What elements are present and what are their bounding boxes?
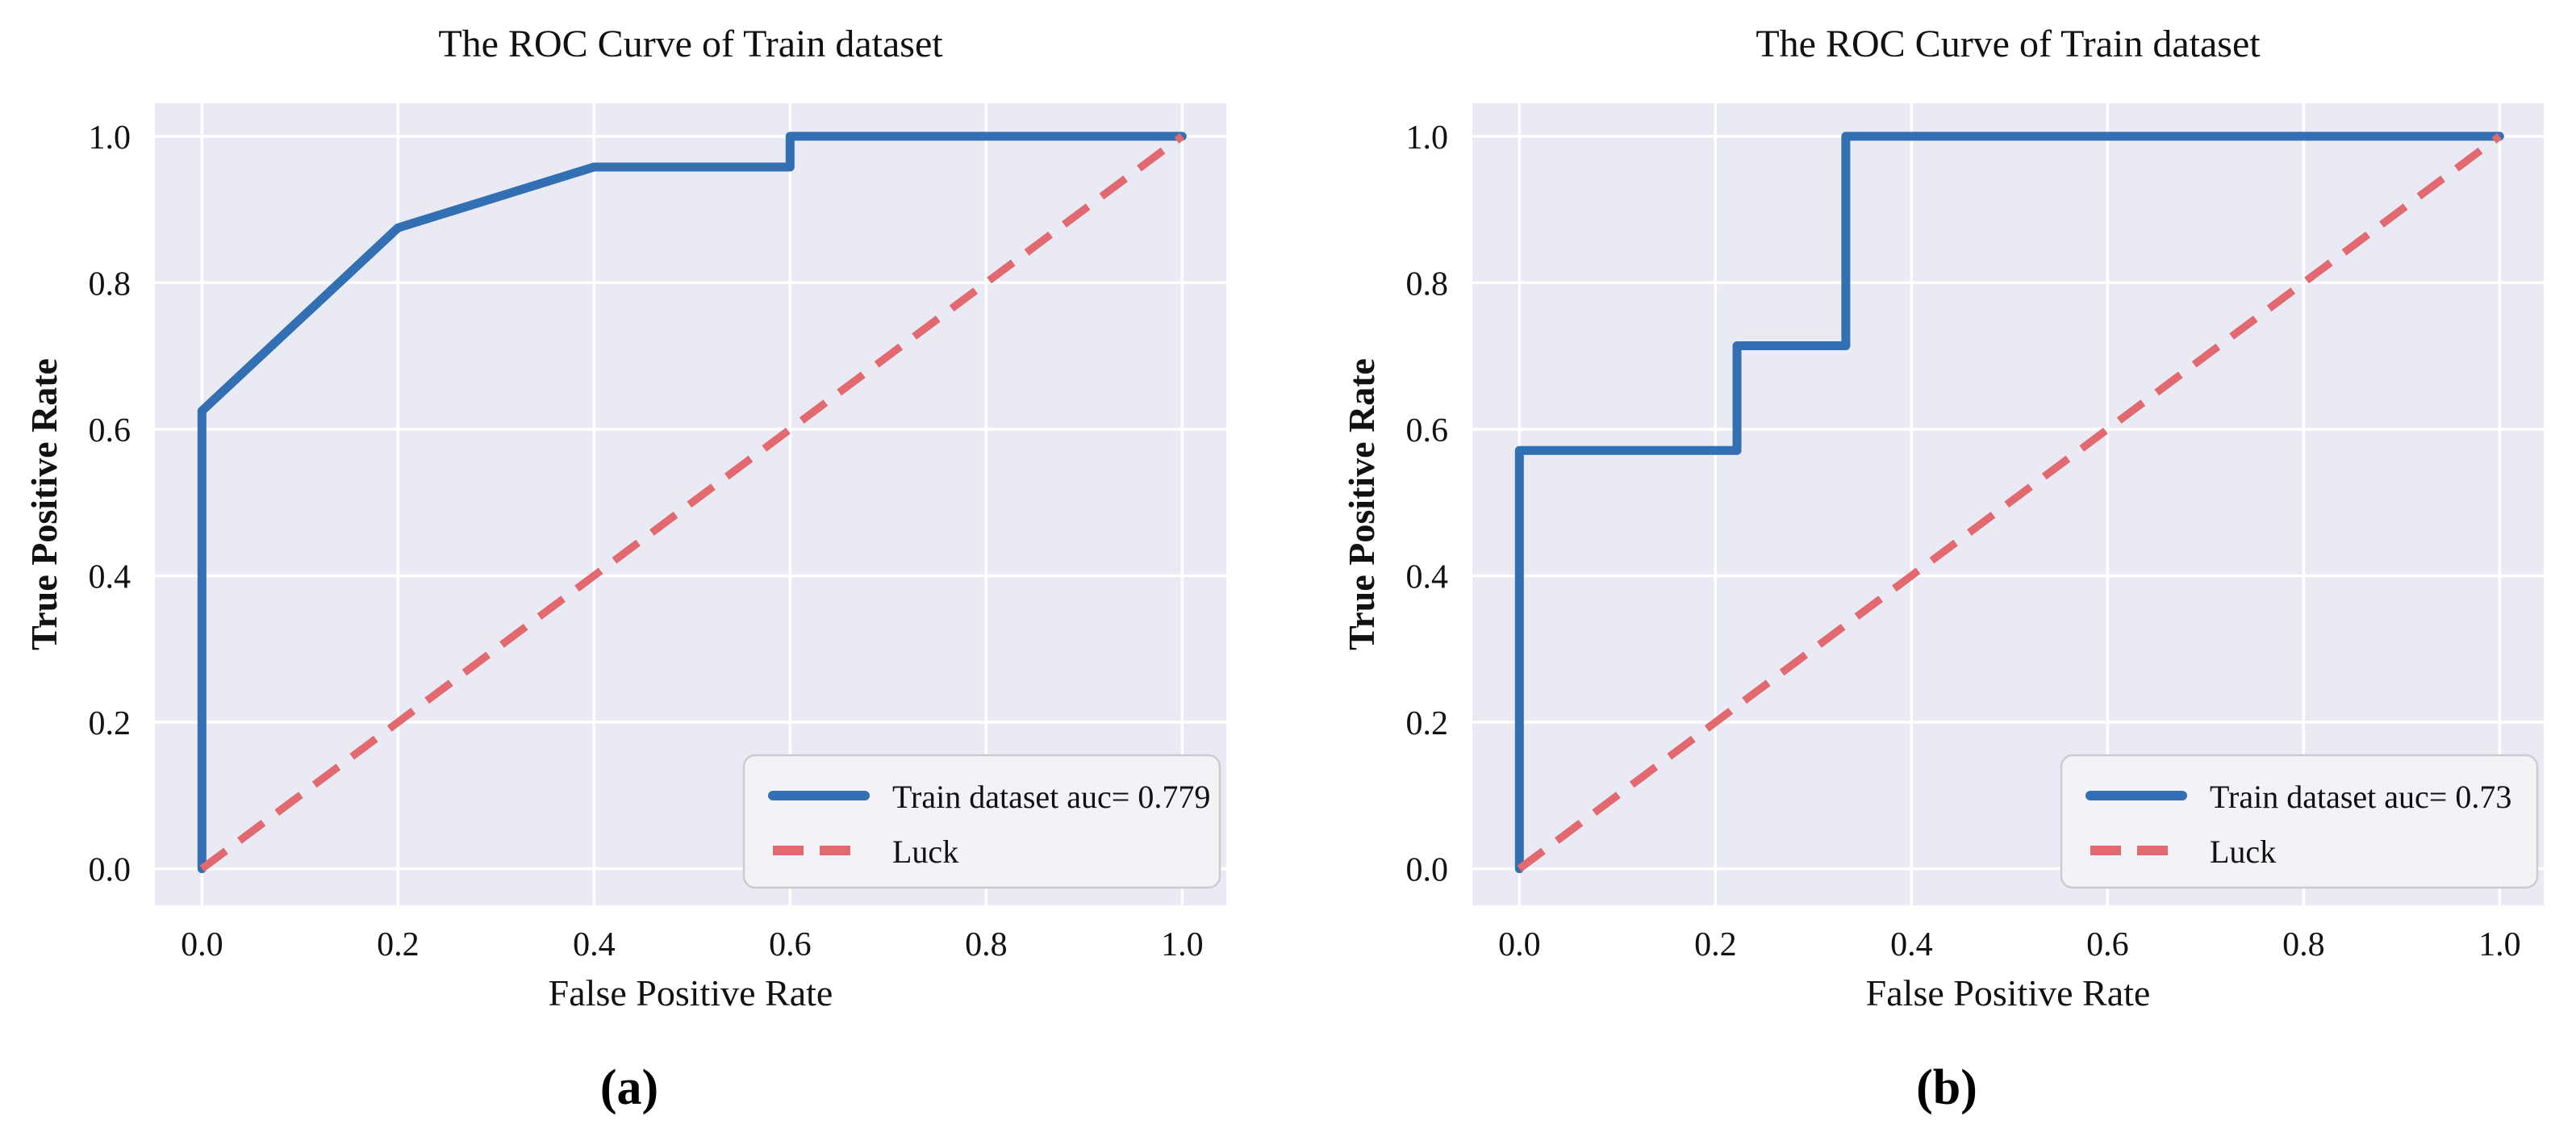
x-tick-label: 0.6 [2086,926,2129,963]
y-tick-label: 1.0 [1406,119,1449,157]
y-tick-label: 1.0 [89,119,132,157]
x-tick-label: 0.6 [769,926,812,963]
roc-curve [197,132,1187,874]
x-tick-label: 0.8 [965,926,1008,963]
y-tick-label: 0.8 [1406,265,1449,303]
x-axis-label: False Positive Rate [549,972,833,1013]
y-tick-label: 0.0 [89,852,132,889]
legend-box [742,754,1221,889]
x-tick-label: 0.0 [1498,926,1541,963]
panel-b: The ROC Curve of Train dataset 0.0 0.2 0.4 0… [1317,10,2576,1120]
y-tick-label: 0.2 [1406,705,1449,742]
panel-a: The ROC Curve of Train dataset 0.0 0.2 0.4 0… [0,10,1259,1120]
x-tick-label: 0.2 [1694,926,1737,963]
legend-label: Luck [2210,834,2276,870]
y-axis-label: True Positive Rate [1341,358,1382,650]
legend-label: Train dataset auc= 0.779 [892,779,1210,815]
luck-line [199,133,1185,872]
roc-figure: The ROC Curve of Train dataset 0.0 0.2 0.4 0… [0,10,2576,1120]
x-tick-label: 0.8 [2282,926,2325,963]
y-tick-label: 0.0 [1406,852,1449,889]
x-tick-label: 0.0 [181,926,223,963]
y-tick-label: 0.4 [89,559,132,596]
caption-a: (a) [599,1060,659,1115]
x-axis-label: False Positive Rate [1866,972,2151,1013]
y-axis-label: True Positive Rate [23,358,65,650]
x-tick-label: 0.4 [573,926,616,963]
roc-chart-b: The ROC Curve of Train dataset 0.0 0.2 0.4 0… [1341,23,2544,1013]
roc-chart-a: The ROC Curve of Train dataset 0.0 0.2 0.4 0… [23,23,1226,1013]
legend-label: Luck [892,834,958,870]
chart-title: The ROC Curve of Train dataset [438,23,943,65]
y-tick-label: 0.6 [1406,412,1449,449]
y-tick-label: 0.8 [89,265,132,303]
x-tick-label: 1.0 [2478,926,2521,963]
legend-box [2060,754,2539,889]
caption-b: (b) [1916,1060,1977,1115]
y-tick-label: 0.6 [89,412,132,449]
x-tick-label: 0.4 [1890,926,1933,963]
roc-curve [1514,132,2504,874]
y-tick-label: 0.2 [89,705,132,742]
legend-label: Train dataset auc= 0.73 [2210,779,2511,815]
chart-title: The ROC Curve of Train dataset [1756,23,2261,65]
x-tick-label: 0.2 [377,926,420,963]
x-tick-label: 1.0 [1161,926,1204,963]
luck-line [1517,133,2503,872]
y-tick-label: 0.4 [1406,559,1449,596]
